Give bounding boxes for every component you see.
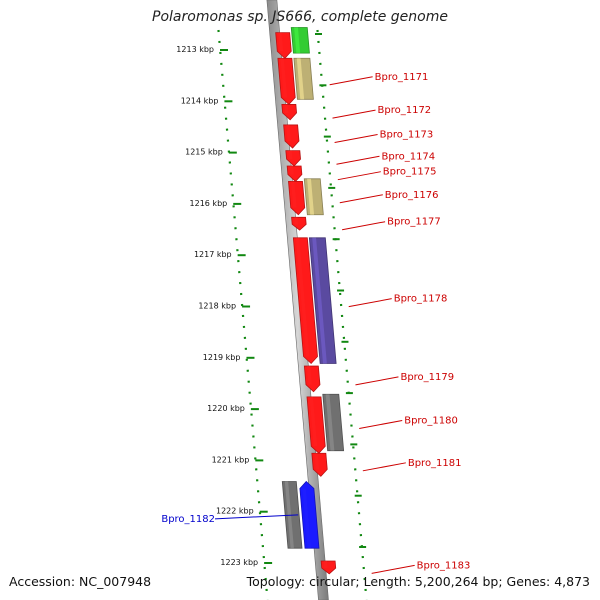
gene-label[interactable]: Bpro_1183: [417, 560, 471, 571]
gene-feature: [290, 27, 310, 54]
gene-label[interactable]: Bpro_1174: [381, 151, 435, 162]
map-title: Polaromonas sp. JS666, complete genome: [152, 9, 448, 25]
gene-label[interactable]: Bpro_1181: [408, 458, 462, 469]
gene-leader-line: [332, 109, 376, 119]
tick-label: 1217 kbp: [194, 250, 232, 259]
gene-highlight: [289, 165, 294, 175]
right-scale-guide: [316, 29, 368, 600]
gene-label[interactable]: Bpro_1179: [400, 372, 454, 383]
gene-label[interactable]: Bpro_1176: [385, 190, 439, 201]
gene-label[interactable]: Bpro_1175: [383, 167, 437, 178]
gene-label[interactable]: Bpro_1171: [375, 72, 429, 83]
gene-label[interactable]: Bpro_1172: [378, 105, 432, 116]
gene-label[interactable]: Bpro_1177: [387, 217, 441, 228]
tick-label: 1215 kbp: [185, 148, 223, 157]
gene-leader-line: [337, 171, 381, 181]
left-scale-guide: [217, 29, 269, 600]
gene-highlight: [306, 366, 312, 385]
gene-highlight: [280, 58, 288, 98]
gene-highlight: [312, 237, 327, 364]
gene-leader-line: [214, 514, 299, 520]
gene-label[interactable]: Bpro_1178: [394, 294, 448, 305]
tick-label: 1222 kbp: [216, 507, 254, 516]
gene-feature: [293, 57, 314, 100]
gene-highlight: [314, 453, 320, 470]
gene-highlight: [302, 488, 311, 549]
gene-leader-line: [359, 419, 403, 429]
gene-highlight: [323, 561, 328, 569]
gene-highlight: [296, 58, 305, 100]
gene-highlight: [295, 237, 310, 357]
tick-label: 1221 kbp: [212, 455, 250, 464]
gene-label[interactable]: Bpro_1182: [161, 514, 215, 525]
gene-leader-line: [329, 76, 373, 86]
label-layer: Bpro_1171 Bpro_1172 Bpro_1173 Bpro_1174 Bpro…: [161, 72, 470, 574]
backbone-layer: [266, 0, 329, 600]
gene-label[interactable]: Bpro_1173: [380, 129, 434, 140]
tick-label: 1218 kbp: [198, 302, 236, 311]
gene-leader-line: [371, 564, 415, 574]
gene-highlight: [294, 27, 301, 54]
gene-feature: [303, 178, 324, 216]
gene-highlight: [286, 124, 291, 142]
gene-leader-line: [339, 194, 383, 204]
tick-layer: 1213 kbp 1214 kbp 1215 kbp 1216 kbp 1217 kbp…: [176, 29, 368, 600]
tick-label: 1223 kbp: [220, 558, 258, 567]
gene-leader-line: [336, 155, 380, 165]
gene-highlight: [278, 32, 284, 52]
gene-layer: [275, 27, 345, 575]
tick-label: 1213 kbp: [176, 45, 214, 54]
gene-leader-line: [342, 221, 386, 231]
tick-label: 1214 kbp: [181, 96, 219, 105]
gene-highlight: [307, 178, 315, 215]
gene-label[interactable]: Bpro_1180: [404, 415, 458, 426]
gene-highlight: [290, 181, 297, 208]
gene-highlight: [288, 150, 293, 160]
genome-summary: Topology: circular; Length: 5,200,264 bp…: [246, 574, 590, 589]
accession-text: Accession: NC_007948: [9, 574, 152, 589]
tick-label: 1219 kbp: [203, 353, 241, 362]
gene-highlight: [284, 104, 289, 113]
gene-leader-line: [348, 298, 392, 308]
gene-highlight: [294, 217, 299, 225]
genome-backbone: [266, 0, 329, 600]
gene-highlight: [325, 394, 335, 451]
gene-leader-line: [362, 462, 406, 472]
gene-leader-line: [355, 376, 399, 386]
gene-leader-line: [334, 134, 378, 143]
tick-label: 1216 kbp: [190, 199, 228, 208]
gene-highlight: [309, 396, 318, 447]
tick-label: 1220 kbp: [207, 404, 245, 413]
